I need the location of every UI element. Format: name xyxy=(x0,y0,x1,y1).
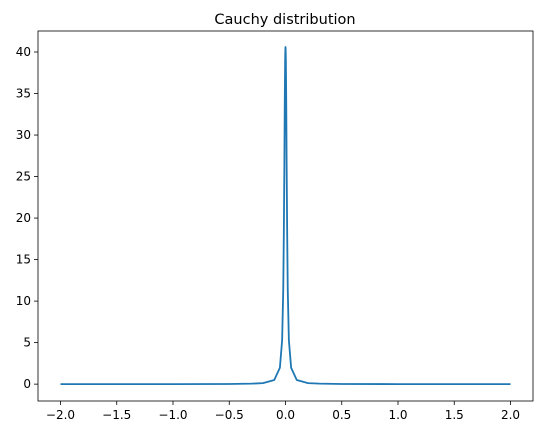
x-tick-label: −2.0 xyxy=(46,408,75,422)
y-tick-label: 40 xyxy=(16,45,31,59)
y-axis-ticks: 0 5 10 15 20 25 30 35 40 xyxy=(16,45,38,391)
y-tick-label: 5 xyxy=(23,336,31,350)
y-tick-label: 25 xyxy=(16,170,31,184)
x-tick-label: 2.0 xyxy=(501,408,520,422)
x-tick-label: −0.5 xyxy=(215,408,244,422)
x-tick-label: 1.5 xyxy=(445,408,464,422)
y-tick-label: 10 xyxy=(16,294,31,308)
y-tick-label: 0 xyxy=(23,377,31,391)
x-axis-ticks: −2.0 −1.5 −1.0 −0.5 0.0 0.5 1.0 1.5 2.0 xyxy=(46,401,520,422)
x-tick-label: 0.5 xyxy=(332,408,351,422)
x-tick-label: −1.5 xyxy=(102,408,131,422)
y-tick-label: 30 xyxy=(16,128,31,142)
x-tick-label: 0.0 xyxy=(276,408,295,422)
chart-title: Cauchy distribution xyxy=(214,12,355,28)
series-line-cauchy xyxy=(60,46,511,386)
y-tick-label: 15 xyxy=(16,253,31,267)
y-tick-label: 35 xyxy=(16,87,31,101)
plot-area xyxy=(60,46,511,386)
x-tick-label: 1.0 xyxy=(388,408,407,422)
x-tick-label: −1.0 xyxy=(158,408,187,422)
y-tick-label: 20 xyxy=(16,211,31,225)
